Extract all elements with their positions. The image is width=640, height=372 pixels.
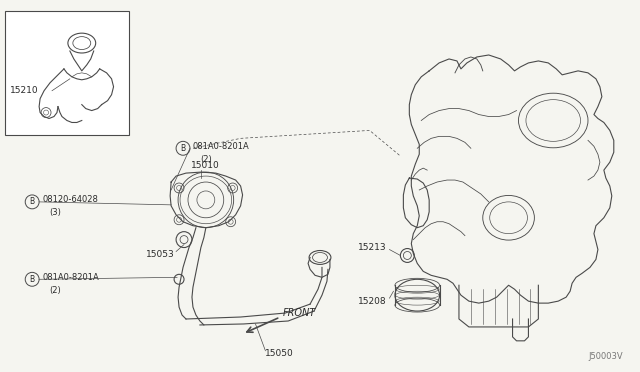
Text: (2): (2) [49,286,61,295]
Text: (2): (2) [200,155,212,164]
Text: B: B [180,144,186,153]
Text: B: B [29,198,35,206]
Text: (3): (3) [49,208,61,217]
Text: 081A0-8201A: 081A0-8201A [42,273,99,282]
Text: 15050: 15050 [266,349,294,358]
Text: 15053: 15053 [147,250,175,259]
Text: 081A0-8201A: 081A0-8201A [193,142,250,151]
Text: 08120-64028: 08120-64028 [42,195,98,204]
Text: B: B [29,275,35,284]
Text: FRONT: FRONT [282,308,316,318]
Bar [5,11,129,135]
Text: 15208: 15208 [358,296,387,306]
Text: 15010: 15010 [191,161,220,170]
Text: 15213: 15213 [358,243,387,252]
Text: 15210: 15210 [10,86,39,95]
Text: J50003V: J50003V [588,352,623,361]
